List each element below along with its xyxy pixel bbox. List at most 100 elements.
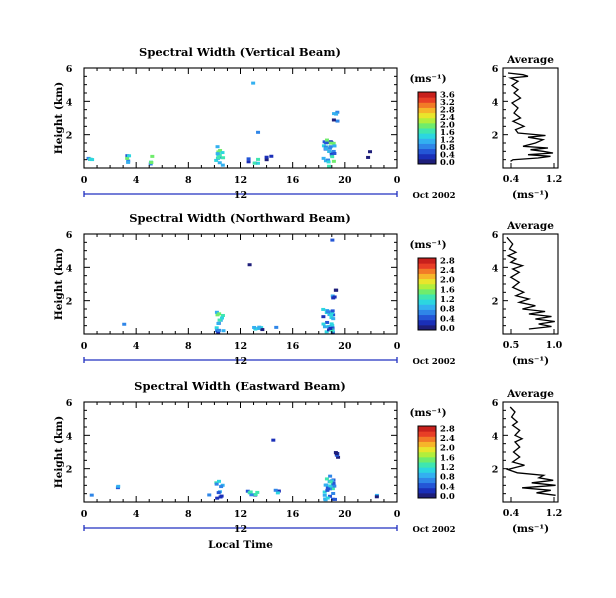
x-tick-label: 20 — [338, 341, 352, 352]
echo-cell — [214, 482, 219, 486]
colorbar-tick-label: 2.4 — [440, 113, 455, 123]
echo-cell — [330, 155, 335, 159]
colorbar-segment — [418, 128, 436, 134]
colorbar-segment — [418, 441, 436, 448]
echo-cell — [331, 159, 336, 163]
average-x-label: (ms⁻¹) — [512, 523, 549, 535]
echo-cell — [217, 153, 222, 157]
colorbar-segment — [418, 426, 436, 432]
echo-cell — [215, 496, 220, 500]
echo-cell — [366, 155, 371, 159]
echo-cell — [248, 490, 253, 494]
echo-cell — [330, 487, 335, 491]
colorbar-tick-label: 1.6 — [440, 285, 455, 295]
echo-cell — [127, 154, 132, 158]
y-tick-label: 6 — [66, 230, 73, 241]
echo-cell — [332, 497, 337, 501]
colorbar-tick-label: 2.4 — [440, 266, 455, 276]
x-tick-label: 12 — [234, 175, 247, 186]
colorbar-segment — [418, 153, 436, 160]
y-tick-label: 4 — [66, 97, 73, 108]
echo-cell — [269, 154, 274, 158]
month-label: Oct 2002 — [412, 191, 455, 201]
echo-cell — [264, 155, 269, 159]
echo-cell — [322, 493, 327, 497]
plot-frame — [83, 233, 398, 335]
echo-cell — [247, 263, 252, 267]
echo-cell — [332, 112, 337, 116]
echo-cell — [217, 161, 222, 165]
colorbar-tick-label: 0.0 — [440, 492, 455, 502]
colorbar-segment — [418, 319, 436, 326]
echo-cell — [335, 110, 340, 114]
echo-cell — [216, 322, 221, 326]
colorbar-tick-label: 1.6 — [440, 128, 455, 138]
x-tick-label: 8 — [185, 175, 192, 186]
x-tick-label: 12 — [234, 341, 247, 352]
y-tick-label: 4 — [66, 431, 73, 442]
echo-cell — [324, 477, 329, 481]
echo-cell — [321, 307, 326, 311]
colorbar-segment — [418, 472, 436, 478]
colorbar-segment — [418, 107, 436, 114]
y-tick-label: 6 — [66, 398, 73, 409]
echo-cell — [324, 138, 329, 142]
colorbar-segment — [418, 138, 436, 144]
echo-cell — [215, 152, 220, 156]
echo-cell — [331, 118, 336, 122]
echo-cell — [334, 453, 339, 457]
echo-cell — [322, 140, 327, 144]
average-x-label: (ms⁻¹) — [512, 189, 549, 201]
average-y-tick-label: 4 — [492, 263, 499, 274]
echo-cell — [334, 452, 339, 456]
echo-cell — [274, 325, 279, 329]
panel-0: Spectral Width (Vertical Beam) Height (km… — [53, 45, 562, 201]
colorbar-tick-label: 3.2 — [440, 98, 455, 108]
colorbar-tick-label: 0.4 — [440, 314, 455, 324]
average-y-tick-label: 4 — [492, 431, 499, 442]
echo-cell — [321, 315, 326, 319]
echo-cell — [216, 156, 221, 160]
echo-cell — [322, 490, 327, 494]
echo-cell — [246, 157, 251, 161]
colorbar-segment — [418, 133, 436, 139]
x-axis-label: Local Time — [208, 539, 273, 551]
echo-cell — [214, 158, 219, 162]
x-tick-label: 20 — [338, 509, 352, 520]
echo-cell — [221, 156, 226, 160]
colorbar-segment — [418, 309, 436, 316]
echo-cell — [334, 112, 339, 116]
echo-cell — [220, 163, 225, 167]
x-tick-label: 4 — [133, 175, 140, 186]
colorbar-tick-label: 0.4 — [440, 150, 455, 160]
date-label: 12 — [234, 524, 247, 535]
average-x-tick-label: 0.5 — [503, 340, 520, 351]
echo-cell — [326, 487, 331, 491]
echo-cell — [89, 493, 94, 497]
colorbar-tick-label: 2.0 — [440, 276, 455, 286]
average-y-tick-label: 2 — [492, 131, 499, 142]
echo-cell — [329, 313, 334, 317]
echo-cell — [331, 481, 336, 485]
echo-cell — [374, 495, 379, 499]
colorbar-tick-label: 2.8 — [440, 424, 455, 434]
echo-cell — [330, 309, 335, 313]
echo-cell — [207, 493, 212, 497]
echo-cell — [325, 496, 330, 500]
echo-cell — [122, 322, 127, 326]
echo-cell — [260, 328, 265, 332]
x-tick-label: 0 — [394, 175, 401, 186]
echo-cell — [321, 156, 326, 160]
colorbar-segment — [418, 288, 436, 295]
colorbar-segment — [418, 477, 436, 484]
colorbar-tick-label: 2.4 — [440, 434, 455, 444]
average-y-tick-label: 6 — [492, 64, 499, 75]
colorbar-segment — [418, 451, 436, 458]
colorbar-segment — [418, 278, 436, 285]
colorbar-segment — [418, 273, 436, 280]
echo-cell — [219, 485, 224, 489]
echo-cell — [216, 328, 221, 332]
colorbar-segment — [418, 258, 436, 264]
echo-cell — [264, 158, 269, 162]
echo-cells — [122, 238, 339, 334]
